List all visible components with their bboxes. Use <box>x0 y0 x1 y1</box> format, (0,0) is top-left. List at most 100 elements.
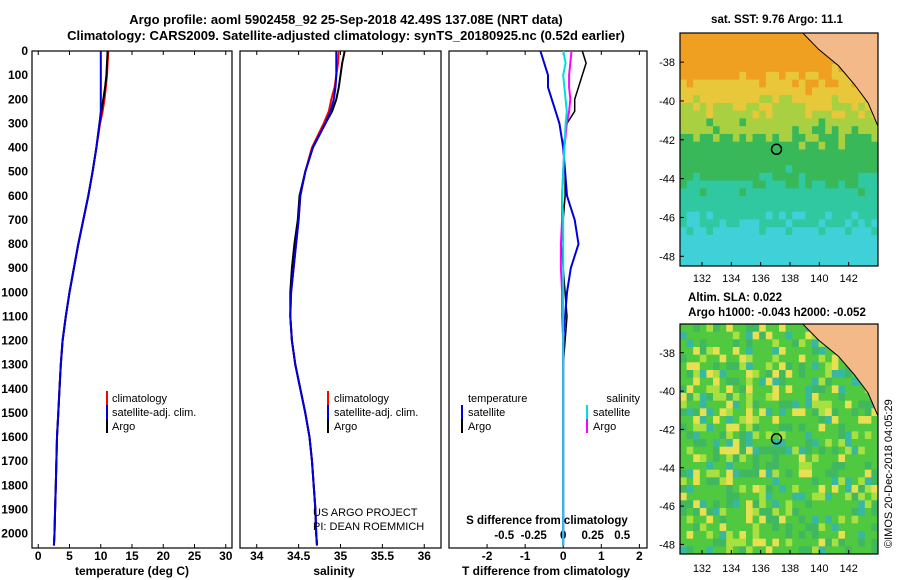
map-cell <box>699 79 707 88</box>
map-cell <box>818 203 826 213</box>
map-cell <box>765 446 773 455</box>
map-cell <box>680 234 687 244</box>
map-cell <box>706 40 714 49</box>
map-cell <box>851 172 859 181</box>
map-cell <box>845 400 852 409</box>
map-cell <box>752 423 760 432</box>
map-cell <box>845 141 852 150</box>
map-cell <box>752 64 760 73</box>
map-cell <box>851 515 859 524</box>
map-cell <box>818 485 826 494</box>
map-cell <box>792 242 800 251</box>
map-cell <box>831 180 839 189</box>
map-cell <box>752 515 760 524</box>
map-cell <box>812 492 819 501</box>
map-cell <box>726 258 734 267</box>
map-cell <box>818 439 826 448</box>
map-cell <box>699 393 707 402</box>
map-cell <box>765 188 773 197</box>
map-cell <box>726 523 734 532</box>
map-cell <box>864 180 872 189</box>
map-cell <box>739 385 747 394</box>
map-cell <box>746 515 753 524</box>
lat-tick-label: -46 <box>659 501 675 513</box>
map-cell <box>693 211 701 220</box>
map-cell <box>845 485 852 494</box>
map-cell <box>785 477 793 486</box>
map-cell <box>805 149 813 158</box>
map-cell <box>864 102 872 112</box>
map-cell <box>772 250 780 259</box>
map-cell <box>825 227 833 236</box>
map-cell <box>864 234 872 244</box>
map-cell <box>858 416 866 425</box>
map-cell <box>719 416 727 425</box>
map-cell <box>719 196 727 205</box>
map-cell <box>732 370 740 379</box>
map-cell <box>759 362 767 371</box>
map-cell <box>779 258 786 267</box>
map-cell <box>719 339 727 348</box>
map-cell <box>746 79 753 88</box>
map-cell <box>779 188 786 197</box>
map-cell <box>845 377 852 386</box>
map-cell <box>772 362 780 371</box>
map-cell <box>713 180 720 189</box>
map-cell <box>765 149 773 158</box>
map-cell <box>686 234 694 244</box>
map-cell <box>798 477 806 486</box>
map-cell <box>785 462 793 471</box>
map-cell <box>699 385 707 394</box>
map-cell <box>792 95 800 104</box>
map-cell <box>838 370 846 379</box>
map-cell <box>858 485 866 494</box>
map-cell <box>792 500 800 509</box>
map-cell <box>851 477 859 486</box>
map-cell <box>792 485 800 494</box>
map-cell <box>779 347 786 356</box>
map-cell <box>680 500 687 509</box>
map-cell <box>772 331 780 340</box>
map-cell <box>765 462 773 471</box>
map-cell <box>785 492 793 501</box>
map-cell <box>779 377 786 386</box>
map-cell <box>831 354 839 363</box>
map-cell <box>719 515 727 524</box>
map-cell <box>792 188 800 197</box>
map-cell <box>680 469 687 478</box>
map-cell <box>719 188 727 197</box>
map-cell <box>752 172 760 181</box>
map-cell <box>845 110 852 119</box>
map-cell <box>706 408 714 417</box>
map-cell <box>851 508 859 517</box>
map-cell <box>792 157 800 166</box>
map-cell <box>805 423 813 432</box>
map-cell <box>746 126 753 135</box>
map-cell <box>719 377 727 386</box>
map-cell <box>739 377 747 386</box>
map-cell <box>686 423 694 432</box>
map-cell <box>838 87 846 96</box>
lat-tick-label: -38 <box>659 348 675 360</box>
map-cell <box>765 234 773 244</box>
depth-tick-label: 800 <box>8 237 28 251</box>
map-cell <box>831 110 839 119</box>
map-cell <box>686 331 694 340</box>
map-cell <box>732 118 740 127</box>
map-cell <box>825 64 833 73</box>
map-cell <box>759 324 767 333</box>
map-cell <box>825 56 833 65</box>
map-cell <box>798 423 806 432</box>
map-cell <box>831 370 839 379</box>
map-cell <box>845 431 852 440</box>
map-cell <box>686 180 694 189</box>
map-cell <box>726 377 734 386</box>
map-cell <box>693 485 701 494</box>
map-cell <box>759 446 767 455</box>
lon-tick-label: 140 <box>810 563 828 575</box>
map-cell <box>706 508 714 517</box>
map-cell <box>792 141 800 150</box>
map-cell <box>871 196 879 205</box>
map-cell <box>719 393 727 402</box>
map-cell <box>686 485 694 494</box>
